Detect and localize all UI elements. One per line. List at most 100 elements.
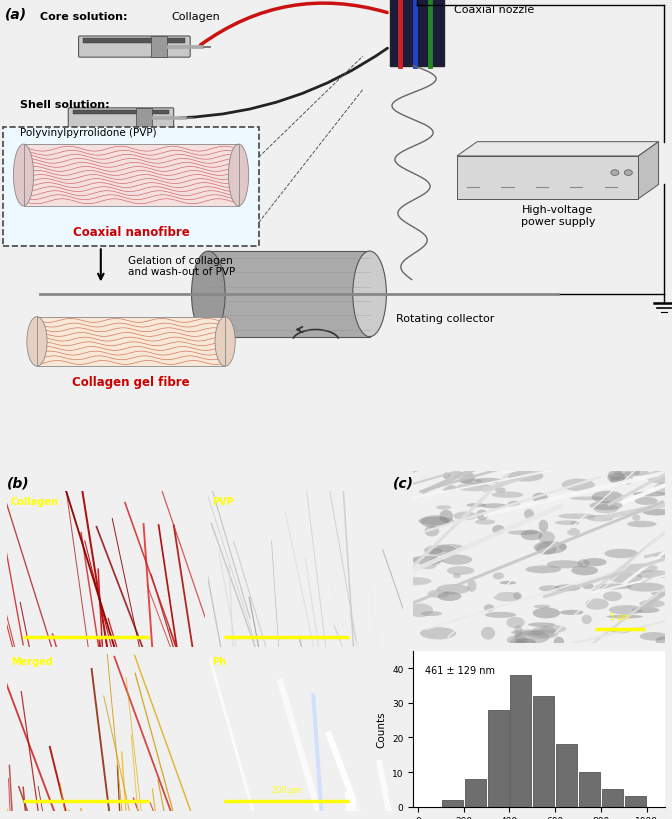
Ellipse shape — [603, 591, 622, 601]
Text: PVP: PVP — [212, 496, 234, 506]
Ellipse shape — [506, 617, 525, 628]
Ellipse shape — [507, 471, 544, 482]
Ellipse shape — [642, 509, 671, 516]
Ellipse shape — [610, 572, 642, 584]
Ellipse shape — [411, 556, 444, 564]
Ellipse shape — [538, 520, 548, 532]
Text: 461 ± 129 nm: 461 ± 129 nm — [425, 665, 495, 675]
Ellipse shape — [585, 599, 609, 610]
Ellipse shape — [453, 573, 461, 578]
Text: Ph: Ph — [212, 656, 226, 666]
Ellipse shape — [570, 497, 607, 500]
Ellipse shape — [626, 583, 665, 592]
Ellipse shape — [632, 470, 640, 476]
Ellipse shape — [421, 612, 442, 616]
Bar — [37, 317, 225, 367]
Ellipse shape — [437, 545, 465, 553]
Text: (a): (a) — [5, 7, 28, 21]
Ellipse shape — [228, 145, 249, 206]
Ellipse shape — [546, 560, 583, 568]
Ellipse shape — [419, 563, 436, 569]
Ellipse shape — [424, 545, 456, 556]
Ellipse shape — [492, 492, 523, 498]
Ellipse shape — [510, 639, 523, 647]
Text: 200 μm: 200 μm — [271, 785, 301, 794]
Ellipse shape — [495, 483, 505, 487]
Ellipse shape — [447, 567, 474, 575]
Ellipse shape — [495, 488, 506, 493]
Text: Collagen: Collagen — [171, 11, 220, 22]
Bar — [442, 800, 463, 807]
Ellipse shape — [606, 615, 643, 618]
Ellipse shape — [514, 631, 550, 644]
Ellipse shape — [485, 612, 516, 618]
Ellipse shape — [633, 491, 667, 497]
Ellipse shape — [27, 317, 47, 367]
Ellipse shape — [646, 471, 672, 484]
Ellipse shape — [427, 590, 450, 598]
Ellipse shape — [524, 509, 534, 519]
Bar — [579, 772, 600, 807]
Ellipse shape — [420, 627, 456, 640]
Ellipse shape — [493, 572, 504, 580]
Circle shape — [611, 170, 619, 176]
Ellipse shape — [499, 581, 516, 585]
Ellipse shape — [458, 472, 475, 484]
Text: Shell solution:: Shell solution: — [20, 100, 110, 110]
Ellipse shape — [609, 605, 644, 615]
Ellipse shape — [640, 632, 668, 640]
Polygon shape — [638, 143, 659, 200]
Text: Rotating collector: Rotating collector — [396, 314, 495, 324]
Text: Core solution:: Core solution: — [40, 11, 128, 22]
Ellipse shape — [493, 592, 521, 602]
Bar — [556, 744, 577, 807]
Bar — [457, 156, 638, 200]
FancyArrowPatch shape — [181, 49, 388, 119]
Ellipse shape — [192, 251, 225, 337]
Ellipse shape — [559, 544, 566, 550]
Text: Collagen: Collagen — [11, 496, 58, 506]
Ellipse shape — [513, 592, 521, 600]
Ellipse shape — [592, 491, 624, 504]
Ellipse shape — [396, 577, 431, 586]
Ellipse shape — [466, 504, 487, 508]
Ellipse shape — [653, 554, 670, 558]
Ellipse shape — [632, 515, 640, 522]
Ellipse shape — [534, 605, 550, 609]
Ellipse shape — [429, 558, 441, 566]
Bar — [602, 790, 623, 807]
Ellipse shape — [521, 530, 542, 541]
Bar — [511, 676, 532, 807]
Y-axis label: Counts: Counts — [376, 711, 386, 747]
Ellipse shape — [604, 549, 638, 559]
Text: High-voltage
power supply: High-voltage power supply — [521, 206, 595, 227]
Bar — [390, 0, 444, 66]
Text: (c): (c) — [393, 476, 414, 491]
Ellipse shape — [528, 630, 558, 639]
Ellipse shape — [581, 615, 592, 624]
Bar — [151, 37, 167, 58]
Ellipse shape — [436, 505, 452, 510]
Ellipse shape — [577, 559, 589, 568]
Ellipse shape — [532, 627, 556, 638]
Ellipse shape — [456, 483, 491, 491]
Ellipse shape — [595, 584, 632, 590]
Ellipse shape — [593, 505, 619, 514]
Ellipse shape — [532, 493, 548, 503]
Ellipse shape — [651, 592, 667, 595]
Ellipse shape — [566, 528, 580, 536]
Ellipse shape — [13, 145, 34, 206]
Text: 5 μm: 5 μm — [610, 612, 630, 621]
Ellipse shape — [441, 554, 472, 565]
Bar — [24, 145, 239, 206]
Bar — [487, 710, 509, 807]
Text: (b): (b) — [7, 476, 30, 491]
FancyBboxPatch shape — [3, 129, 259, 247]
Ellipse shape — [607, 473, 626, 482]
Bar — [83, 38, 185, 43]
Ellipse shape — [507, 501, 521, 508]
Ellipse shape — [507, 636, 528, 645]
Ellipse shape — [511, 630, 546, 636]
Ellipse shape — [437, 592, 461, 601]
Circle shape — [624, 170, 632, 176]
